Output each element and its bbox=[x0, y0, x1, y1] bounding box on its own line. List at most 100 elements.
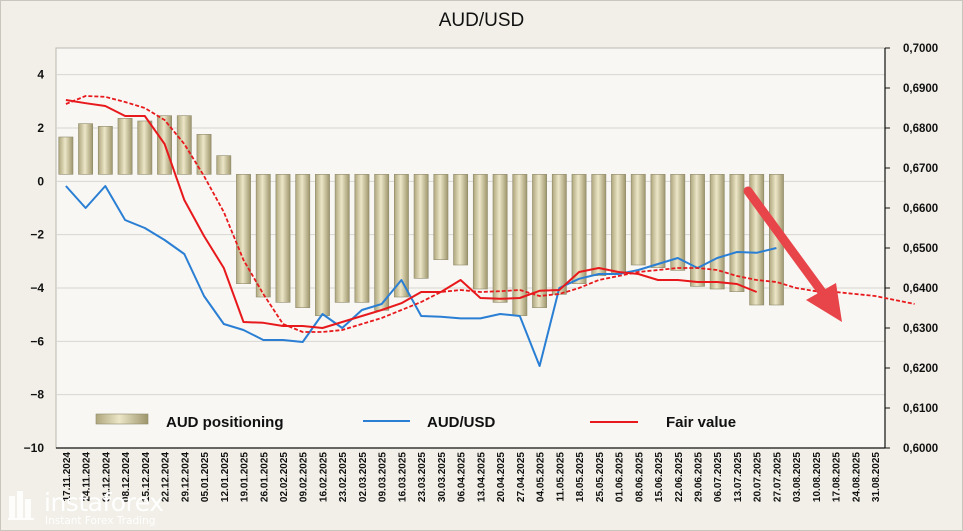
x-axis-tick: 18.05.2025 bbox=[575, 452, 586, 502]
x-axis-tick: 11.05.2025 bbox=[555, 452, 566, 502]
instaforex-logo-icon bbox=[8, 491, 34, 520]
right-axis-tick: 0,6200 bbox=[903, 363, 938, 375]
aud-positioning-bar bbox=[512, 174, 528, 316]
x-axis-tick: 01.06.2025 bbox=[615, 452, 626, 502]
aud-positioning-bar bbox=[216, 155, 232, 175]
right-axis-tick: 0,6100 bbox=[903, 403, 938, 415]
aud-positioning-bar bbox=[275, 174, 291, 303]
x-axis-tick: 03.08.2025 bbox=[792, 452, 803, 502]
x-axis-tick: 22.12.2024 bbox=[161, 452, 172, 502]
legend-label-aud-positioning: AUD positioning bbox=[166, 414, 283, 431]
aud-positioning-bar bbox=[97, 126, 113, 175]
x-axis-tick: 30.03.2025 bbox=[437, 452, 448, 502]
x-axis-tick: 20.04.2025 bbox=[496, 452, 507, 502]
x-axis-tick: 23.02.2025 bbox=[338, 452, 349, 502]
aud-positioning-bar bbox=[394, 174, 409, 298]
x-axis-tick: 27.04.2025 bbox=[516, 452, 527, 502]
aud-positioning-bar bbox=[413, 174, 429, 279]
x-axis-tick: 08.06.2025 bbox=[634, 452, 645, 502]
x-axis-tick: 16.02.2025 bbox=[318, 452, 329, 502]
aud-positioning-bar bbox=[196, 134, 212, 175]
audusd-line bbox=[65, 185, 777, 367]
aud-positioning-bar bbox=[453, 174, 469, 266]
aud-positioning-bar bbox=[374, 174, 390, 311]
left-axis-tick: −10 bbox=[24, 441, 45, 455]
x-axis-tick: 24.11.2024 bbox=[82, 452, 93, 502]
down-arrow-shaft bbox=[743, 186, 827, 297]
x-axis-tick: 13.04.2025 bbox=[476, 452, 487, 502]
chart-title: AUD/USD bbox=[438, 10, 525, 31]
left-axis-tick: −4 bbox=[30, 281, 44, 295]
legend-label-fair-value: Fair value bbox=[666, 414, 736, 431]
legend-label-audusd: AUD/USD bbox=[427, 414, 496, 431]
right-axis-tick: 0,6700 bbox=[903, 163, 938, 175]
x-axis-tick: 16.03.2025 bbox=[397, 452, 408, 502]
aud-positioning-bar bbox=[591, 174, 607, 276]
x-axis-tick: 10.08.2025 bbox=[812, 452, 823, 502]
x-axis-tick: 06.07.2025 bbox=[713, 452, 724, 502]
x-axis-tick: 15.12.2024 bbox=[141, 452, 152, 502]
x-axis-tick: 09.02.2025 bbox=[299, 452, 310, 502]
aud-positioning-bar bbox=[295, 174, 311, 308]
logo-name: instaforex bbox=[44, 488, 164, 517]
x-axis-tick: 17.11.2024 bbox=[62, 452, 73, 502]
x-axis-tick: 25.05.2025 bbox=[595, 452, 606, 502]
aud-positioning-bar bbox=[472, 174, 488, 290]
aud-positioning-bar bbox=[433, 174, 449, 260]
aud-positioning-bar bbox=[137, 120, 153, 175]
x-axis-tick: 06.04.2025 bbox=[457, 452, 468, 502]
aud-positioning-bar bbox=[117, 118, 133, 175]
left-axis-tick: −8 bbox=[30, 388, 44, 402]
aud-positioning-bar bbox=[611, 174, 626, 274]
x-axis-tick: 12.01.2025 bbox=[220, 452, 231, 502]
x-axis-tick: 17.08.2025 bbox=[832, 452, 843, 502]
x-axis-tick: 23.03.2025 bbox=[417, 452, 428, 502]
left-axis-tick: 2 bbox=[37, 121, 44, 135]
aud-positioning-bar bbox=[571, 174, 587, 284]
aud-positioning-bar bbox=[255, 174, 271, 298]
right-axis-tick: 0,6300 bbox=[903, 323, 938, 335]
x-axis-tick: 09.03.2025 bbox=[378, 452, 389, 502]
aud-positioning-bar bbox=[236, 174, 251, 284]
aud-positioning-bar bbox=[650, 174, 666, 268]
x-axis-tick: 08.12.2024 bbox=[121, 452, 132, 502]
x-axis-tick: 29.06.2025 bbox=[693, 452, 704, 502]
left-axis-tick: −6 bbox=[30, 334, 44, 348]
right-axis-tick: 0,6000 bbox=[903, 443, 938, 455]
aud-positioning-bar bbox=[354, 174, 370, 303]
instaforex-logo: instaforex Instant Forex Trading bbox=[8, 488, 218, 528]
aud-positioning-bar bbox=[492, 174, 508, 303]
x-axis-tick: 24.08.2025 bbox=[851, 452, 862, 502]
fair-value-dashed-line bbox=[65, 95, 915, 333]
left-axis-tick: 0 bbox=[37, 174, 44, 188]
legend-swatch-aud-positioning bbox=[95, 413, 149, 425]
down-arrow-head-icon bbox=[806, 283, 842, 322]
x-axis-tick: 22.06.2025 bbox=[674, 452, 685, 502]
aud-positioning-bar bbox=[334, 174, 350, 303]
fair-value-line bbox=[65, 99, 758, 329]
x-axis-tick: 02.03.2025 bbox=[358, 452, 369, 502]
aud-positioning-bar bbox=[690, 174, 705, 287]
right-axis-tick: 0,6900 bbox=[903, 83, 938, 95]
right-axis-tick: 0,7000 bbox=[903, 43, 938, 55]
x-axis-tick: 27.07.2025 bbox=[772, 452, 783, 502]
x-axis-tick: 02.02.2025 bbox=[279, 452, 290, 502]
x-axis-tick: 05.01.2025 bbox=[200, 452, 211, 502]
right-axis-tick: 0,6400 bbox=[903, 283, 938, 295]
right-axis-tick: 0,6500 bbox=[903, 243, 938, 255]
x-axis-tick: 04.05.2025 bbox=[536, 452, 547, 502]
aud-positioning-bar bbox=[58, 136, 74, 175]
x-axis-tick: 01.12.2024 bbox=[101, 452, 112, 502]
x-axis-tick: 19.01.2025 bbox=[240, 452, 251, 502]
x-axis-tick: 15.06.2025 bbox=[654, 452, 665, 502]
right-axis-tick: 0,6800 bbox=[903, 123, 938, 135]
aud-positioning-bar bbox=[532, 174, 547, 308]
x-axis-tick: 26.01.2025 bbox=[259, 452, 270, 502]
aud-positioning-bar bbox=[176, 115, 192, 175]
x-axis-tick: 31.08.2025 bbox=[871, 452, 882, 502]
left-axis-tick: −2 bbox=[30, 228, 44, 242]
aud-positioning-bar bbox=[551, 174, 567, 295]
plot-area bbox=[55, 47, 886, 449]
x-axis-tick: 13.07.2025 bbox=[733, 452, 744, 502]
